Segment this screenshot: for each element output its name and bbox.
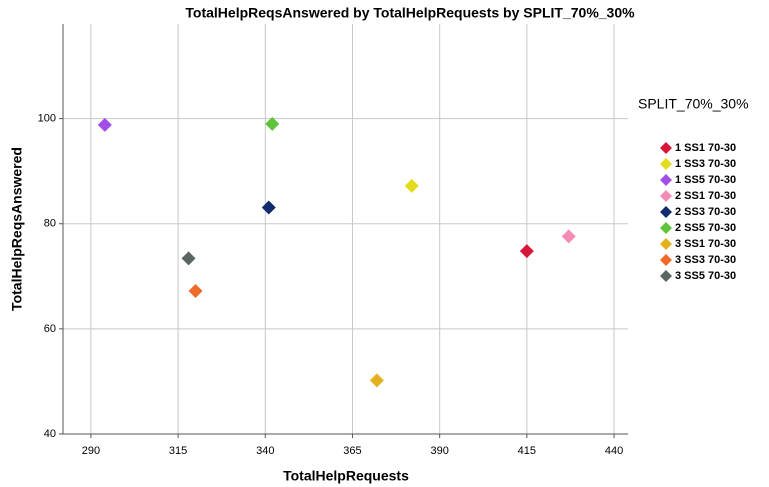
point (181, 251, 196, 266)
x-tick-label: 415 (518, 445, 536, 457)
x-tick-label: 290 (82, 445, 100, 457)
legend-label: 3 SS3 70-30 (675, 254, 736, 266)
legend-label: 2 SS3 70-30 (675, 206, 736, 218)
legend-label: 2 SS1 70-30 (675, 190, 736, 202)
point (369, 373, 384, 388)
legend-marker (660, 190, 672, 202)
legend-label: 3 SS5 70-30 (675, 270, 736, 282)
legend-marker (660, 142, 672, 154)
point (519, 244, 534, 259)
y-tick-label: 60 (44, 323, 56, 335)
x-tick-label: 315 (169, 445, 187, 457)
y-tick-label: 100 (38, 113, 56, 125)
y-tick-label: 40 (44, 428, 56, 440)
x-tick-label: 440 (605, 445, 623, 457)
point (561, 229, 576, 244)
legend-marker (660, 270, 672, 282)
chart-title: TotalHelpReqsAnswered by TotalHelpReques… (185, 5, 635, 21)
legend-label: 3 SS1 70-30 (675, 238, 736, 250)
x-tick-label: 365 (343, 445, 361, 457)
point (261, 200, 276, 215)
legend-marker (660, 158, 672, 170)
legend-label: 1 SS5 70-30 (675, 174, 736, 186)
legend-label: 1 SS3 70-30 (675, 158, 736, 170)
legend-marker (660, 222, 672, 234)
x-tick-label: 390 (430, 445, 448, 457)
legend-marker (660, 254, 672, 266)
y-tick-label: 80 (44, 218, 56, 230)
x-axis-title: TotalHelpRequests (283, 468, 409, 484)
legend-marker (660, 238, 672, 250)
point (265, 116, 280, 131)
y-axis-title: TotalHelpReqsAnswered (9, 147, 25, 311)
legend-label: 1 SS1 70-30 (675, 142, 736, 154)
point (97, 117, 112, 132)
legend-marker (660, 174, 672, 186)
legend-title: SPLIT_70%_30% (638, 96, 749, 112)
point (188, 284, 203, 299)
point (404, 178, 419, 193)
legend-marker (660, 206, 672, 218)
legend-label: 2 SS5 70-30 (675, 222, 736, 234)
x-tick-label: 340 (256, 445, 274, 457)
